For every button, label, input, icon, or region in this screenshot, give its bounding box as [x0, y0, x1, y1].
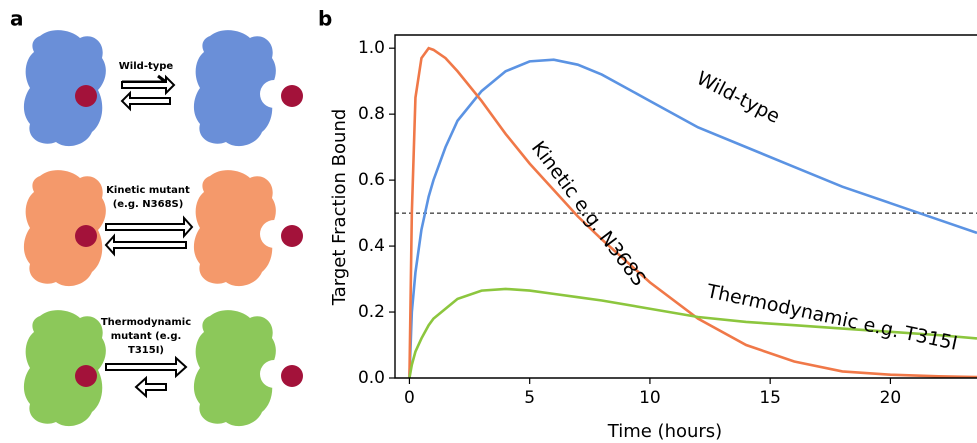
diagram-label: Thermodynamic [101, 317, 191, 328]
diagram-label: T315I) [128, 345, 164, 356]
protein-row [23, 310, 303, 427]
panel-label: a [10, 7, 24, 31]
series-line [408, 58, 977, 379]
axes-frame [394, 34, 977, 379]
y-tick-label: 1.0 [358, 38, 385, 58]
y-tick-label: 0.8 [358, 104, 385, 124]
series-label: Kinetic e.g. N368S [527, 137, 650, 290]
diagram-label: mutant (e.g. [111, 331, 182, 342]
x-tick-label: 0 [404, 388, 415, 408]
series-line [408, 46, 977, 379]
diagram-label: Kinetic mutant [106, 185, 190, 196]
plot-area [395, 46, 977, 379]
y-tick-label: 0.6 [358, 170, 385, 190]
x-tick-label: 20 [880, 388, 902, 408]
x-tick-label: 10 [639, 388, 661, 408]
y-axis-label: Target Fraction Bound [329, 109, 350, 307]
x-tick-label: 15 [759, 388, 781, 408]
y-tick-label: 0.0 [358, 368, 385, 388]
series-line [408, 287, 977, 379]
protein-row [23, 30, 303, 147]
panel-label: b [318, 7, 332, 31]
x-tick-label: 5 [524, 388, 535, 408]
diagram-label: (e.g. N368S) [113, 199, 184, 210]
x-axis-label: Time (hours) [607, 421, 722, 442]
y-tick-label: 0.2 [358, 302, 385, 322]
protein-row [23, 170, 303, 287]
y-tick-label: 0.4 [358, 236, 385, 256]
series-label: Wild-type [693, 67, 783, 128]
diagram-label: Wild-type [119, 61, 174, 72]
